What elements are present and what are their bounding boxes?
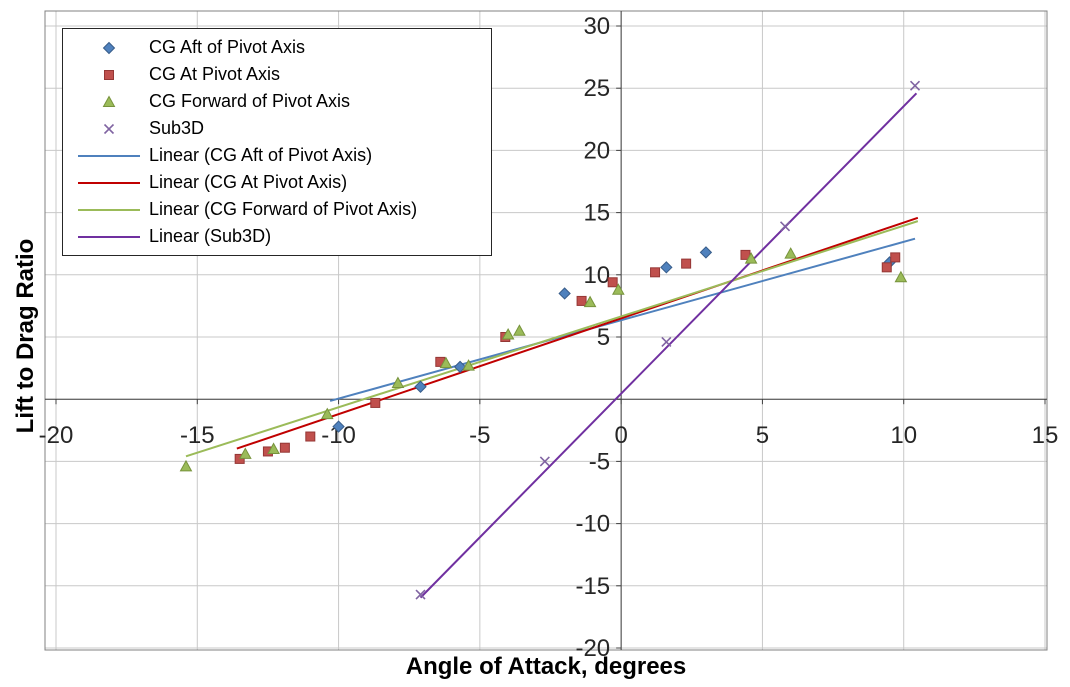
x-tick-label: 10 [890,422,917,449]
legend-item: Linear (CG Aft of Pivot Axis) [69,142,485,169]
trendline [419,92,918,599]
legend-label: CG Aft of Pivot Axis [149,37,306,57]
y-tick-label: -10 [575,511,610,538]
trendline-swatch-icon [69,181,149,184]
series-sub3d [415,80,921,600]
x-marker-icon [69,121,149,137]
legend-label: Sub3D [149,118,205,138]
y-tick-label: 20 [583,137,610,164]
y-tick-label: 30 [583,13,610,40]
legend: CG Aft of Pivot Axis CG At Pivot Axis CG F… [62,28,492,256]
axes [45,11,1047,650]
legend-label: Linear (Sub3D) [149,226,272,246]
y-axis-title: Lift to Drag Ratio [12,238,39,434]
x-tick-label: -5 [469,422,490,449]
y-tick-label: 25 [583,75,610,102]
y-tick-label: -5 [589,448,610,475]
legend-item: CG Aft of Pivot Axis [69,34,485,61]
legend-item: Sub3D [69,115,485,142]
y-tick-label: -20 [575,635,610,662]
series-cg-forward-of-pivot-axis [179,247,908,472]
x-tick-label: 5 [756,422,769,449]
legend-label: CG Forward of Pivot Axis [149,91,351,111]
y-tick-label: 10 [583,262,610,289]
legend-item: Linear (CG Forward of Pivot Axis) [69,196,485,223]
legend-item: CG Forward of Pivot Axis [69,88,485,115]
trendlines [185,92,919,599]
legend-label: Linear (CG Aft of Pivot Axis) [149,145,373,165]
triangle-marker-icon [69,94,149,110]
trendline-swatch-icon [69,235,149,238]
x-tick-label: -20 [39,422,74,449]
trendline [236,216,919,450]
x-tick-label: 0 [614,422,627,449]
legend-item: Linear (CG At Pivot Axis) [69,169,485,196]
plot-border [44,10,1048,651]
x-axis-title: Angle of Attack, degrees [405,653,687,680]
legend-label: Linear (CG At Pivot Axis) [149,172,348,192]
x-tick-label: 15 [1032,422,1059,449]
y-tick-label: 15 [583,200,610,227]
trendline-swatch-icon [69,208,149,211]
legend-label: Linear (CG Forward of Pivot Axis) [149,199,418,219]
x-tick-label: -15 [180,422,215,449]
y-tick-label: 5 [597,324,610,351]
diamond-marker-icon [69,40,149,56]
trendline [185,220,919,458]
square-marker-icon [69,67,149,83]
series-cg-at-pivot-axis [234,249,901,464]
legend-item: CG At Pivot Axis [69,61,485,88]
y-tick-label: -15 [575,573,610,600]
trendline-swatch-icon [69,154,149,157]
trendline [329,237,916,402]
legend-item: Linear (Sub3D) [69,223,485,250]
legend-label: CG At Pivot Axis [149,64,281,84]
